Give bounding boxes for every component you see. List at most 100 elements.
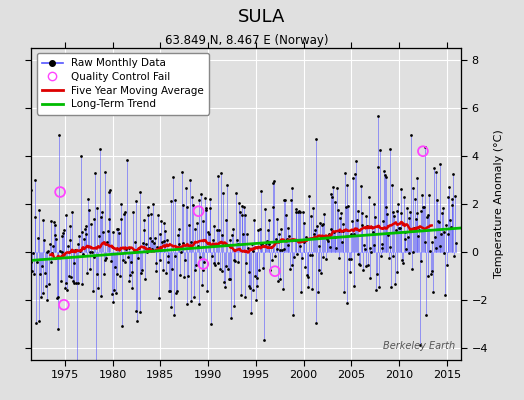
Point: [127, 269, 136, 276]
Point: [143, 249, 151, 256]
Point: [94, 285, 103, 291]
Point: [391, 281, 399, 288]
Point: [308, 286, 316, 292]
Point: [408, 266, 416, 272]
Point: [52, 236, 60, 242]
Point: [253, 275, 261, 282]
Point: [230, 257, 238, 263]
Text: SULA: SULA: [238, 8, 286, 26]
Point: [138, 267, 146, 273]
Point: [396, 225, 404, 232]
Point: [162, 270, 170, 277]
Point: [320, 211, 329, 217]
Point: [288, 184, 297, 191]
Point: [418, 192, 427, 198]
Point: [379, 218, 387, 224]
Point: [252, 296, 260, 303]
Point: [199, 267, 208, 274]
Point: [435, 243, 444, 250]
Point: [139, 217, 148, 224]
Point: [333, 185, 341, 191]
Point: [50, 222, 59, 228]
Point: [330, 229, 338, 236]
Point: [56, 189, 64, 195]
Point: [26, 218, 34, 224]
Point: [273, 246, 281, 252]
Point: [174, 225, 183, 232]
Point: [313, 222, 321, 229]
Point: [368, 228, 377, 235]
Point: [32, 320, 40, 326]
Point: [342, 204, 350, 210]
Point: [166, 288, 174, 294]
Point: [276, 275, 285, 282]
Point: [388, 182, 396, 188]
Point: [62, 212, 71, 218]
Point: [184, 272, 192, 279]
Point: [107, 291, 116, 297]
Point: [139, 240, 147, 246]
Point: [437, 230, 445, 237]
Point: [69, 278, 77, 284]
Point: [294, 208, 303, 214]
Point: [428, 239, 436, 246]
Point: [427, 271, 435, 278]
Point: [312, 136, 321, 142]
Point: [25, 214, 33, 220]
Point: [191, 226, 200, 232]
Point: [43, 297, 51, 303]
Point: [96, 146, 104, 153]
Point: [282, 236, 291, 242]
Point: [119, 257, 127, 263]
Point: [106, 187, 114, 194]
Point: [315, 267, 324, 274]
Point: [211, 262, 220, 268]
Point: [325, 244, 334, 250]
Point: [443, 231, 452, 237]
Point: [83, 270, 91, 276]
Point: [181, 257, 189, 263]
Point: [400, 236, 409, 242]
Point: [259, 336, 268, 343]
Point: [193, 220, 201, 226]
Point: [348, 175, 357, 182]
Point: [446, 224, 455, 230]
Point: [334, 228, 343, 234]
Point: [151, 268, 160, 274]
Point: [374, 164, 383, 170]
Point: [361, 246, 369, 252]
Point: [297, 289, 305, 296]
Point: [275, 231, 283, 238]
Point: [206, 196, 215, 202]
Point: [233, 240, 242, 247]
Point: [423, 273, 432, 280]
Point: [219, 190, 227, 196]
Point: [81, 222, 90, 229]
Point: [64, 243, 72, 250]
Point: [27, 259, 36, 265]
Point: [268, 204, 277, 210]
Point: [90, 254, 99, 260]
Point: [353, 216, 361, 223]
Point: [305, 252, 314, 259]
Text: Berkeley Earth: Berkeley Earth: [383, 341, 455, 351]
Point: [324, 238, 332, 244]
Point: [276, 246, 284, 253]
Point: [395, 225, 403, 232]
Point: [68, 209, 76, 216]
Point: [316, 220, 324, 226]
Point: [406, 208, 414, 215]
Point: [175, 241, 183, 248]
Point: [216, 266, 224, 272]
Point: [223, 182, 232, 188]
Point: [385, 146, 394, 152]
Point: [236, 292, 245, 298]
Point: [224, 266, 232, 272]
Point: [60, 302, 68, 308]
Point: [277, 226, 286, 233]
Point: [118, 323, 126, 329]
Point: [183, 301, 192, 307]
Point: [286, 266, 294, 272]
Point: [48, 250, 56, 256]
Point: [93, 271, 102, 277]
